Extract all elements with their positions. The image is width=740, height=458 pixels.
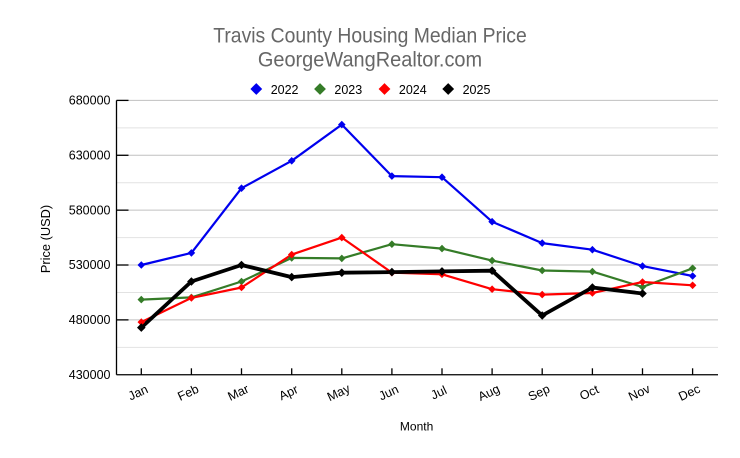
svg-text:Travis County Housing Median P: Travis County Housing Median Price [213, 24, 527, 48]
svg-text:Jul: Jul [429, 383, 449, 402]
svg-text:680000: 680000 [69, 94, 111, 108]
svg-text:2024: 2024 [399, 83, 427, 97]
svg-text:480000: 480000 [69, 313, 111, 327]
svg-text:Month: Month [400, 420, 433, 434]
svg-text:2023: 2023 [334, 83, 362, 97]
svg-text:2022: 2022 [271, 83, 299, 97]
svg-text:580000: 580000 [69, 203, 111, 217]
svg-text:GeorgeWangRealtor.com: GeorgeWangRealtor.com [258, 48, 482, 72]
svg-text:530000: 530000 [69, 258, 111, 272]
svg-text:Price (USD): Price (USD) [38, 205, 53, 273]
svg-text:430000: 430000 [69, 368, 111, 382]
svg-text:630000: 630000 [69, 148, 111, 162]
svg-text:2025: 2025 [463, 83, 491, 97]
